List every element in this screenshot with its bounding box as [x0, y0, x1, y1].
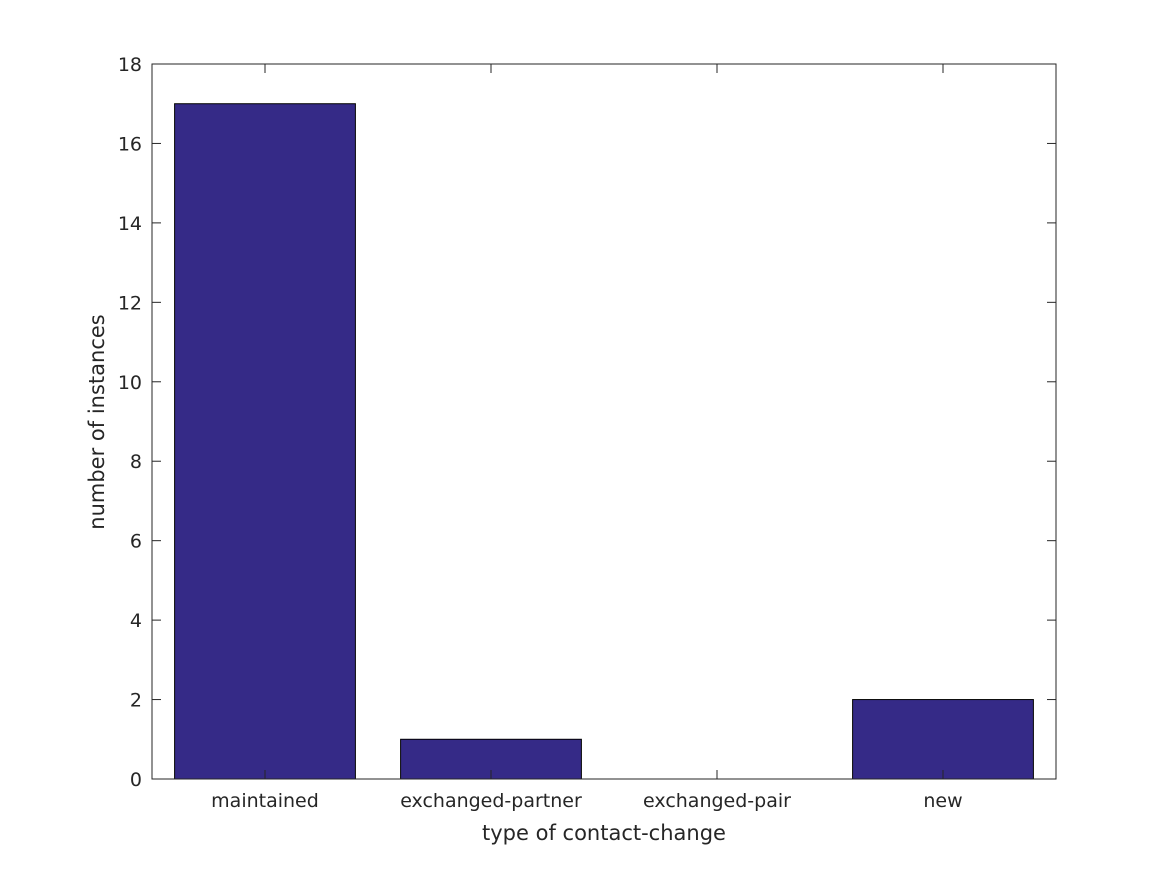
y-tick-label: 6 — [130, 531, 142, 553]
y-tick-label: 2 — [130, 690, 142, 712]
y-axis-label: number of instances — [85, 314, 109, 529]
y-tick-label: 0 — [130, 769, 142, 791]
x-tick-label: exchanged-pair — [643, 790, 791, 812]
bars-layer — [174, 103, 1034, 780]
y-tick-label: 8 — [130, 451, 142, 473]
labels-layer: 0 2 4 6 8 10 12 14 16 18 maintained exchanged-partn… — [118, 54, 963, 812]
y-tick-label: 14 — [118, 213, 142, 235]
x-tick-label: new — [923, 790, 962, 812]
y-tick-label: 4 — [130, 610, 142, 632]
x-axis-label: type of contact-change — [482, 821, 726, 845]
y-tick-label: 10 — [118, 372, 142, 394]
y-tick-label: 16 — [118, 133, 142, 155]
x-tick-label: exchanged-partner — [400, 790, 582, 812]
y-tick-label: 18 — [118, 54, 142, 76]
bar-maintained — [174, 103, 356, 780]
axes-layer — [151, 63, 1057, 780]
y-tick-label: 12 — [118, 292, 142, 314]
bar-new — [852, 699, 1034, 780]
x-tick-label: maintained — [211, 790, 319, 812]
axes-box — [151, 63, 1057, 780]
